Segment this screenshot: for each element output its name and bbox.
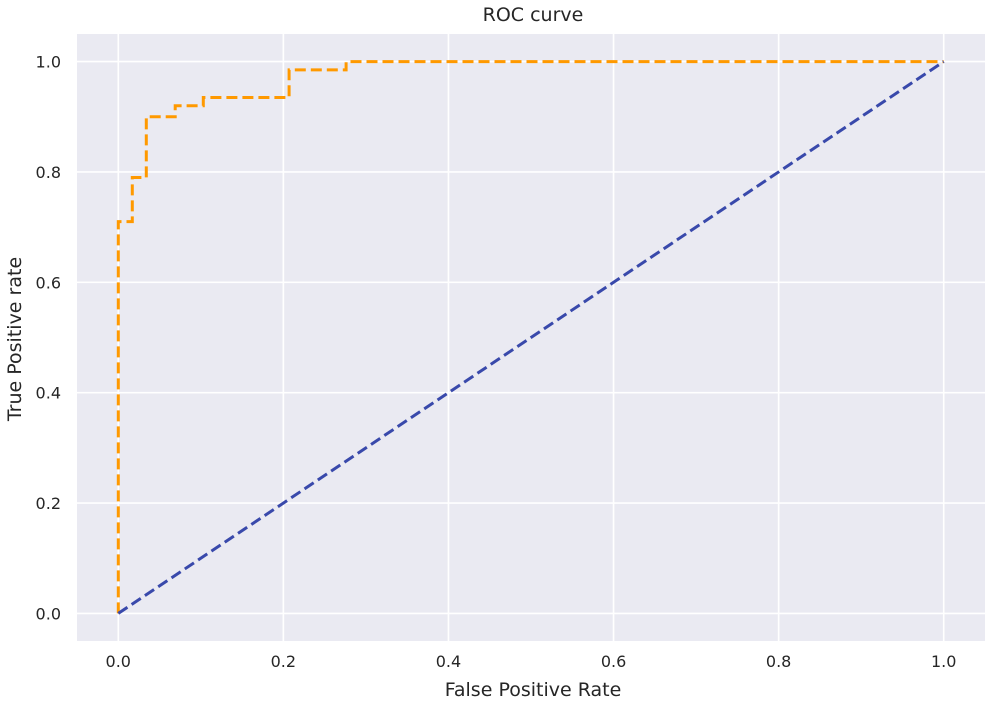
y-axis-label: True Positive rate [4, 257, 26, 422]
y-tick-label: 0.8 [36, 163, 61, 182]
x-tick-label: 0.2 [271, 652, 296, 671]
x-tick-label: 0.8 [766, 652, 791, 671]
series-line-chance [117, 60, 945, 615]
x-tick-label: 0.4 [436, 652, 461, 671]
y-tick-label: 0.0 [36, 604, 61, 623]
x-tick-label: 0.6 [601, 652, 626, 671]
y-tick-label: 1.0 [36, 53, 61, 72]
x-axis-ticks: 0.0 0.2 0.4 0.6 0.8 1.0 [106, 652, 957, 671]
x-tick-label: 1.0 [931, 652, 956, 671]
chart-title: ROC curve [483, 4, 584, 26]
grid-lines [77, 34, 985, 641]
x-axis-label: False Positive Rate [445, 679, 622, 701]
series-line-roc [116, 60, 944, 614]
y-tick-label: 0.2 [36, 494, 61, 513]
series-lines [116, 60, 945, 615]
y-tick-label: 0.6 [36, 273, 61, 292]
y-tick-label: 0.4 [36, 384, 61, 403]
x-tick-label: 0.0 [106, 652, 131, 671]
y-axis-ticks: 0.0 0.2 0.4 0.6 0.8 1.0 [36, 53, 61, 624]
